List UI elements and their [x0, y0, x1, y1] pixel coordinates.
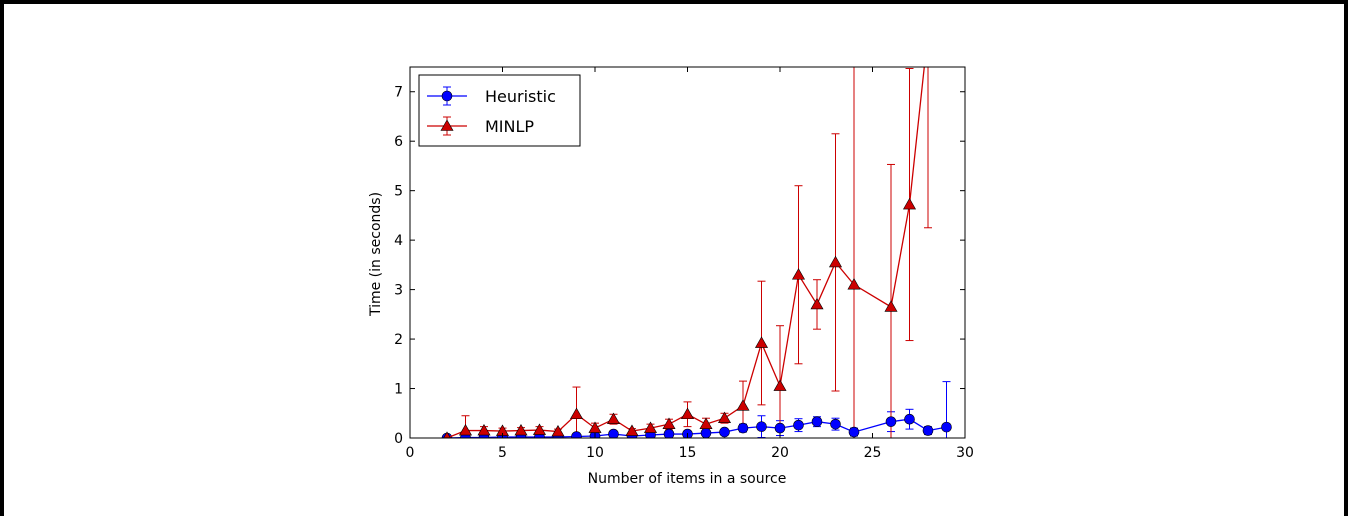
heuristic-point: [922, 425, 934, 436]
legend-entry-heuristic: Heuristic: [427, 86, 556, 106]
y-tick-label: 7: [394, 85, 403, 101]
heuristic-point: [793, 419, 804, 431]
heuristic-point: [774, 422, 786, 434]
x-tick-label: 10: [586, 445, 604, 461]
minlp-point: [514, 423, 528, 436]
heuristic-point: [700, 427, 712, 438]
legend-label-minlp: MINLP: [485, 117, 534, 136]
heuristic-point: [663, 428, 675, 438]
legend-marker-minlp: [440, 119, 454, 131]
heuristic-point: [719, 426, 730, 438]
minlp-point: [773, 379, 787, 391]
minlp-error-bar: [850, 67, 858, 438]
heuristic-point: [756, 421, 767, 432]
minlp-point: [643, 421, 658, 433]
heuristic-point: [608, 428, 619, 438]
y-axis-label: Time (in seconds): [368, 192, 384, 317]
heuristic-point: [571, 431, 582, 438]
minlp-point: [810, 297, 824, 310]
minlp-point: [736, 399, 750, 411]
minlp-point: [662, 417, 676, 429]
legend: Heuristic MINLP: [418, 74, 581, 147]
minlp-point: [443, 431, 451, 438]
minlp-point: [754, 336, 769, 348]
minlp-point: [625, 424, 639, 436]
minlp-point: [551, 424, 565, 437]
minlp-point: [532, 423, 547, 435]
legend-label-heuristic: Heuristic: [485, 87, 556, 106]
heuristic-point: [830, 418, 841, 430]
x-tick-label: 0: [406, 445, 415, 461]
y-tick-label: 6: [394, 134, 403, 150]
minlp-point: [699, 417, 713, 429]
minlp-point: [791, 268, 806, 280]
heuristic-point: [737, 422, 749, 434]
y-tick-label: 4: [394, 233, 403, 249]
minlp-point: [680, 407, 695, 420]
minlp-error-bar: [924, 67, 932, 229]
minlp-point: [922, 26, 934, 37]
minlp-point: [477, 423, 491, 436]
y-tick-label: 1: [394, 382, 403, 398]
minlp-point: [717, 411, 732, 424]
heuristic-point: [885, 416, 897, 427]
x-tick-label: 5: [498, 445, 507, 461]
minlp-point: [606, 412, 621, 425]
minlp-point: [828, 255, 843, 268]
y-tick-label: 2: [394, 332, 403, 348]
minlp-point: [588, 421, 602, 433]
x-tick-label: 20: [771, 445, 789, 461]
minlp-point: [902, 197, 917, 210]
heuristic-point: [811, 416, 823, 427]
minlp-point: [847, 278, 861, 290]
y-tick-label: 5: [394, 184, 403, 200]
legend-entry-minlp: MINLP: [427, 116, 534, 136]
legend-marker-heuristic: [441, 90, 453, 102]
x-axis-label: Number of items in a source: [588, 471, 787, 487]
minlp-point: [569, 407, 584, 420]
minlp-point: [458, 423, 473, 436]
x-tick-label: 25: [864, 445, 882, 461]
minlp-point: [884, 300, 898, 312]
y-tick-label: 0: [394, 431, 403, 447]
y-tick-label: 3: [394, 283, 403, 299]
x-tick-label: 30: [956, 445, 974, 461]
heuristic-point: [941, 421, 952, 433]
heuristic-point: [848, 426, 860, 438]
heuristic-point: [904, 413, 915, 425]
x-tick-label: 15: [679, 445, 697, 461]
